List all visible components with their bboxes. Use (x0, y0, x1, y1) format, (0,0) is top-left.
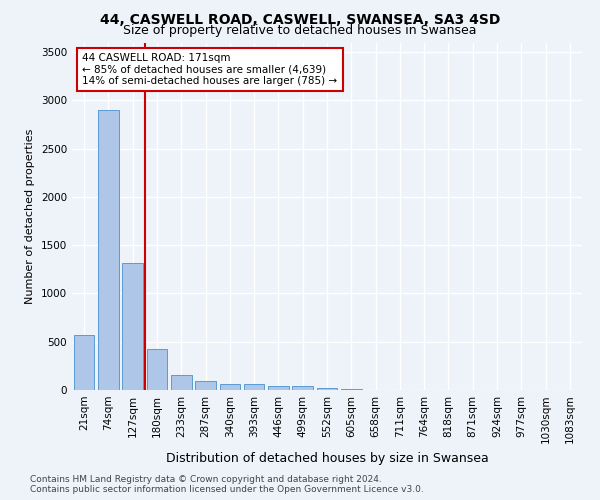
Bar (292, 386, 313, 390)
Text: Contains HM Land Registry data © Crown copyright and database right 2024.
Contai: Contains HM Land Registry data © Crown c… (30, 474, 424, 494)
Y-axis label: Number of detached properties: Number of detached properties (25, 128, 35, 304)
X-axis label: Distribution of detached houses by size in Swansea: Distribution of detached houses by size … (166, 452, 488, 465)
Text: Size of property relative to detached houses in Swansea: Size of property relative to detached ho… (123, 24, 477, 37)
Bar (74, 335, 94, 390)
Bar (195, 382, 216, 390)
Bar (98, 110, 119, 390)
Text: 44, CASWELL ROAD, CASWELL, SWANSEA, SA3 4SD: 44, CASWELL ROAD, CASWELL, SWANSEA, SA3 … (100, 12, 500, 26)
Bar (317, 388, 337, 390)
Bar (341, 389, 362, 390)
Bar (268, 386, 289, 390)
Text: 44 CASWELL ROAD: 171sqm
← 85% of detached houses are smaller (4,639)
14% of semi: 44 CASWELL ROAD: 171sqm ← 85% of detache… (82, 53, 337, 86)
Bar (244, 384, 265, 390)
Bar (146, 350, 167, 390)
Bar (171, 375, 191, 390)
Bar (220, 384, 240, 390)
Bar (122, 262, 143, 390)
